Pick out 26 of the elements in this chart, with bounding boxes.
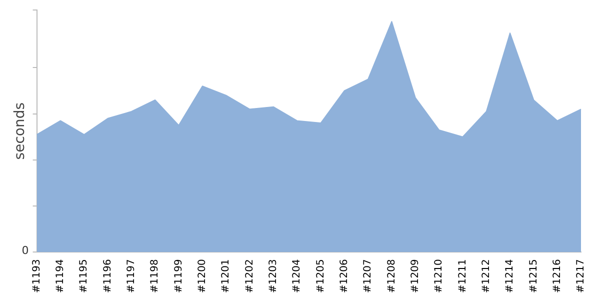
x-tick-label: #1195: [78, 259, 90, 293]
x-tick-label: #1212: [480, 259, 492, 293]
y-axis-title: seconds: [12, 102, 28, 160]
text: 0: [22, 244, 29, 258]
x-tick-label: #1194: [55, 259, 66, 293]
x-tick-label: #1211: [457, 259, 468, 293]
x-tick-label: #1209: [410, 259, 421, 293]
x-tick-label: #1210: [434, 259, 445, 293]
x-tick-label: #1200: [197, 259, 208, 293]
x-tick-label: #1202: [244, 259, 256, 293]
x-tick-label: #1208: [386, 259, 398, 293]
x-tick-label: #1214: [504, 259, 516, 293]
x-tick-label: #1205: [315, 259, 326, 293]
x-tick-label: #1198: [150, 259, 161, 293]
x-tick-label: #1206: [338, 259, 350, 293]
x-tick-label: #1204: [292, 259, 303, 293]
x-tick-label: #1216: [552, 259, 563, 293]
x-tick-label: #1217: [576, 259, 587, 293]
x-tick-label: #1193: [31, 259, 42, 293]
x-tick-label: #1201: [220, 259, 232, 293]
x-tick-label: #1203: [268, 259, 279, 293]
x-tick-label: #1197: [126, 259, 138, 293]
x-tick-label: #1196: [102, 259, 114, 293]
x-tick-label: #1215: [528, 259, 540, 293]
x-tick-label: #1199: [173, 259, 184, 293]
x-tick-label: #1207: [362, 259, 374, 293]
